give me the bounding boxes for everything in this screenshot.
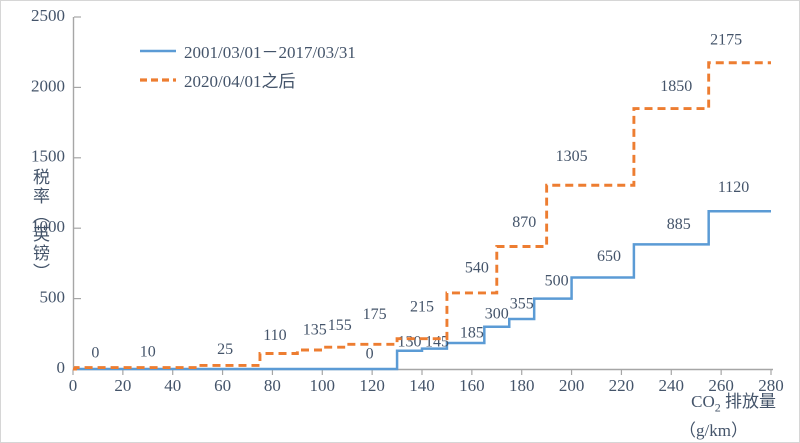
data-label: 135 [303,322,327,339]
data-label: 2175 [710,31,742,48]
data-label: 870 [512,214,536,231]
data-label: 1120 [718,179,749,196]
data-label: 215 [410,298,434,315]
y-axis-title: 税率（英镑） [30,168,49,282]
data-label: 175 [363,306,387,323]
series-line-1 [73,61,771,371]
series-line-0 [73,210,771,371]
x-tick-label: 40 [164,376,181,395]
legend-item-period-2001-2017: 2001/03/01－2017/03/31 [139,37,356,64]
x-tick-label: 0 [69,376,78,395]
data-label: 0 [91,344,99,361]
y-tick-label: 1000 [31,217,65,236]
legend-label-period-2001-2017: 2001/03/01－2017/03/31 [184,43,356,62]
data-label: 885 [667,216,691,233]
legend-item-after-2020: 2020/04/01之后 [139,66,356,93]
legend-label-after-2020: 2020/04/01之后 [184,72,296,91]
x-axis-title-line1: CO2 排放量 [691,392,776,415]
data-label: 130 [398,333,422,350]
y-tick-label: 1500 [31,147,65,166]
x-tick-label: 60 [214,376,231,395]
x-tick-label: 100 [310,376,336,395]
data-label: 300 [485,305,509,322]
y-axis-ticks: 0 500 1000 1500 2000 2500 [31,6,81,377]
x-tick-label: 140 [409,376,435,395]
x-tick-label: 240 [659,376,685,395]
x-tick-label: 120 [359,376,385,395]
x-tick-label: 280 [758,376,784,395]
y-tick-label: 0 [57,358,66,377]
x-tick-label: 160 [459,376,485,395]
x-tick-label: 80 [264,376,281,395]
data-label: 155 [328,317,352,334]
data-label: 0 [366,346,374,363]
x-axis-title: CO2 排放量 （g/km） [651,387,776,441]
y-tick-label: 500 [40,288,66,307]
data-label: 185 [460,325,484,342]
y-tick-label: 2500 [31,6,65,25]
data-label: 1305 [556,148,588,165]
y-tick-label: 2000 [31,76,65,95]
x-tick-label: 180 [509,376,535,395]
data-label: 1850 [660,78,692,95]
data-label: 500 [545,272,569,289]
x-axis-ticks: 0 20 40 60 80 100 120 140 160 180 200 220 240 260 280 [69,369,784,395]
data-label: 355 [510,296,534,313]
x-tick-label: 260 [708,376,734,395]
legend: 2001/03/01－2017/03/31 2020/04/01之后 [139,37,356,93]
data-label: 540 [465,260,489,277]
data-label: 10 [140,343,156,360]
x-tick-label: 220 [609,376,635,395]
legend-solid-line-swatch [140,49,176,52]
data-label: 650 [597,248,621,265]
x-tick-label: 200 [559,376,585,395]
x-axis-title-line2: （g/km） [679,421,748,441]
legend-dashed-line-swatch [140,77,176,82]
data-label: 110 [263,327,286,344]
data-label: 145 [425,333,449,350]
data-label: 25 [217,341,233,358]
x-tick-label: 20 [114,376,131,395]
